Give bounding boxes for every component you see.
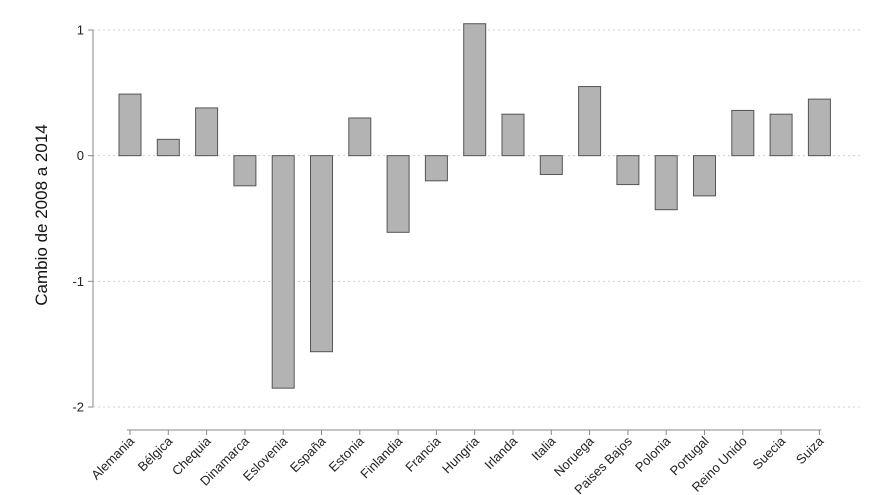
bar (233, 155, 257, 187)
bar (156, 138, 180, 157)
bar (118, 93, 142, 157)
bar (424, 155, 448, 182)
bar (271, 155, 295, 389)
y-tick-label: -2 (72, 400, 84, 415)
x-tick-label: Irlanda (481, 433, 520, 472)
bar (807, 98, 831, 157)
bar (616, 155, 640, 186)
bar (501, 113, 525, 157)
bar (195, 107, 219, 157)
y-tick-label: 0 (77, 148, 84, 163)
y-tick-label: -1 (72, 274, 84, 289)
x-tick-label: Francia (402, 433, 444, 475)
x-tick-label: Suecia (750, 433, 789, 472)
y-axis-label: Cambio de 2008 a 2014 (32, 124, 51, 305)
bar (654, 155, 678, 211)
x-tick-labels: AlemaniaBélgicaChequiaDinamarcaEslovenia… (88, 430, 827, 495)
bar (693, 155, 716, 197)
y-tick-labels: 1 0 -1 -2 (72, 23, 93, 415)
bars (118, 23, 831, 389)
x-tick-label: Hungria (439, 433, 482, 476)
y-tick-label: 1 (77, 23, 84, 38)
bar (731, 109, 755, 157)
x-tick-label: España (287, 433, 329, 475)
bar (578, 86, 602, 157)
bar (539, 155, 563, 176)
bar (348, 117, 372, 157)
x-tick-label: Italia (528, 433, 559, 464)
x-tick-label: Alemania (88, 433, 137, 482)
bar (463, 23, 487, 157)
bar (310, 155, 333, 353)
bar (386, 155, 410, 233)
x-tick-label: Suiza (793, 433, 827, 467)
x-tick-label: Finlandia (357, 433, 405, 481)
bar (769, 113, 793, 157)
